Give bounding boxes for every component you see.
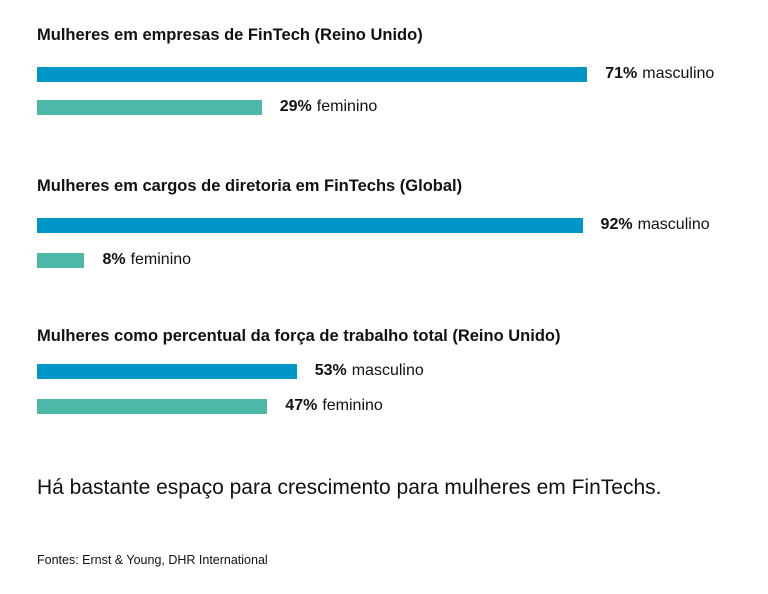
value-label: 47% <box>285 397 318 414</box>
group-title: Mulheres como percentual da força de tra… <box>37 327 561 345</box>
bar-masculino <box>37 364 297 379</box>
value-label: 92% <box>600 216 633 233</box>
bar-feminino <box>37 253 85 268</box>
bar-label: 53% masculino <box>315 362 424 380</box>
bar-feminino <box>37 100 262 115</box>
category-label: feminino <box>322 397 383 414</box>
bar-masculino <box>37 218 583 233</box>
category-label: feminino <box>130 251 192 268</box>
bar-label: 71% masculino <box>605 65 714 83</box>
bar-label: 92% masculino <box>601 216 710 234</box>
value-label: 8% <box>102 251 126 268</box>
bar-label: 29% feminino <box>280 98 378 116</box>
bar-masculino <box>37 67 588 82</box>
category-label: masculino <box>351 362 424 379</box>
category-label: masculino <box>637 216 710 233</box>
value-label: 29% <box>279 98 312 115</box>
bar-label: 47% feminino <box>285 397 383 415</box>
source-note: Fontes: Ernst & Young, DHR International <box>37 553 268 567</box>
category-label: masculino <box>642 65 715 82</box>
bar-feminino <box>37 399 268 414</box>
value-label: 53% <box>314 362 347 379</box>
summary-text: Há bastante espaço para crescimento para… <box>37 476 662 499</box>
group-title: Mulheres em empresas de FinTech (Reino U… <box>37 26 423 44</box>
group-title: Mulheres em cargos de diretoria em FinTe… <box>37 177 463 195</box>
bar-label: 8% feminino <box>102 251 191 269</box>
category-label: feminino <box>316 98 378 115</box>
value-label: 71% <box>605 65 638 82</box>
